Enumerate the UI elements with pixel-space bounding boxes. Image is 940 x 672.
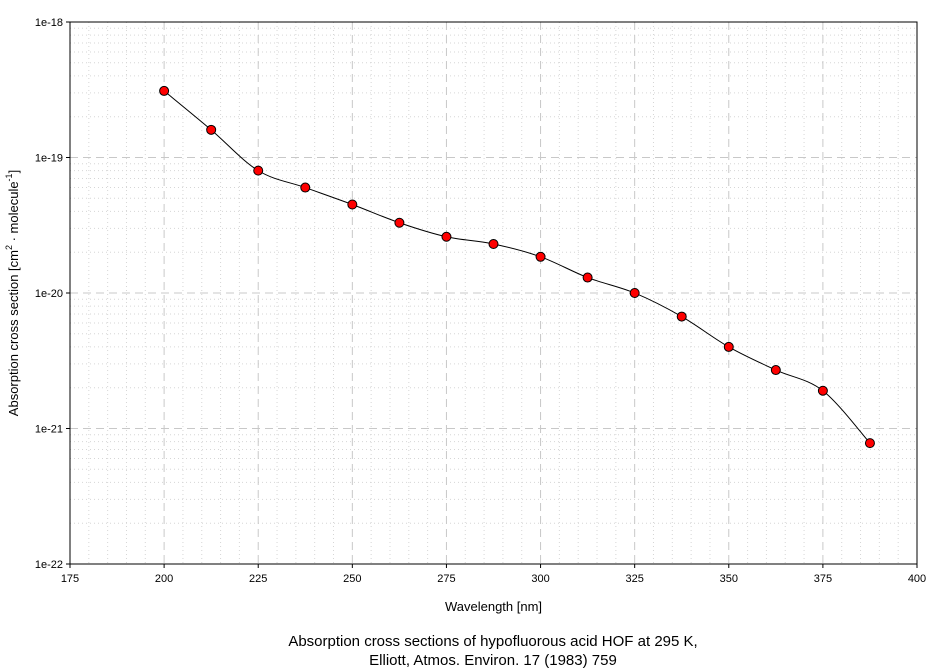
y-axis-label-sup2: -1 [4,173,14,181]
x-axis-label: Wavelength [nm] [445,599,542,614]
y-axis-label: Absorption cross section [cm2 · molecule… [4,170,21,416]
data-point [347,199,358,210]
y-axis-label-middle: · molecule [6,181,21,245]
data-point [300,182,311,193]
y-axis-label-sup1: 2 [4,245,14,250]
data-points [159,85,875,449]
x-tick-label: 250 [343,573,361,585]
x-tick-label: 375 [814,573,832,585]
grid-major [70,22,917,564]
data-point [676,311,687,322]
y-axis-ticks: 1e-18 1e-19 1e-20 1e-21 1e-22 [35,17,70,571]
caption-line-1: Absorption cross sections of hypofluorou… [288,633,698,650]
data-point [394,217,405,228]
y-tick-label: 1e-20 [35,288,63,300]
x-tick-label: 300 [531,573,549,585]
x-tick-label: 175 [61,573,79,585]
x-axis-ticks: 175 200 225 250 275 300 325 350 375 400 [61,564,926,585]
x-tick-label: 400 [908,573,926,585]
x-tick-label: 350 [720,573,738,585]
y-tick-label: 1e-19 [35,153,63,165]
data-point [629,288,640,298]
caption-line-2: Elliott, Atmos. Environ. 17 (1983) 759 [369,652,617,669]
x-tick-label: 325 [625,573,643,585]
data-point [488,238,499,249]
y-tick-label: 1e-18 [35,17,63,29]
data-point [817,385,828,396]
data-point [582,272,593,283]
data-point [253,165,264,176]
data-point [723,341,734,352]
data-point [864,438,875,449]
series-line [163,90,871,444]
data-point [159,85,170,96]
data-point [535,251,546,262]
x-tick-label: 225 [249,573,267,585]
y-tick-label: 1e-21 [35,424,63,436]
x-tick-label: 200 [155,573,173,585]
x-tick-label: 275 [437,573,455,585]
data-point [441,231,452,242]
chart: 175 200 225 250 275 300 325 350 375 400 1e-181e-1… [4,17,926,614]
y-axis-label-suffix: ] [6,170,21,174]
data-point [770,365,781,376]
y-tick-label: 1e-22 [35,559,63,571]
y-axis-label-prefix: Absorption cross section [cm [6,250,21,416]
data-point [206,124,217,135]
